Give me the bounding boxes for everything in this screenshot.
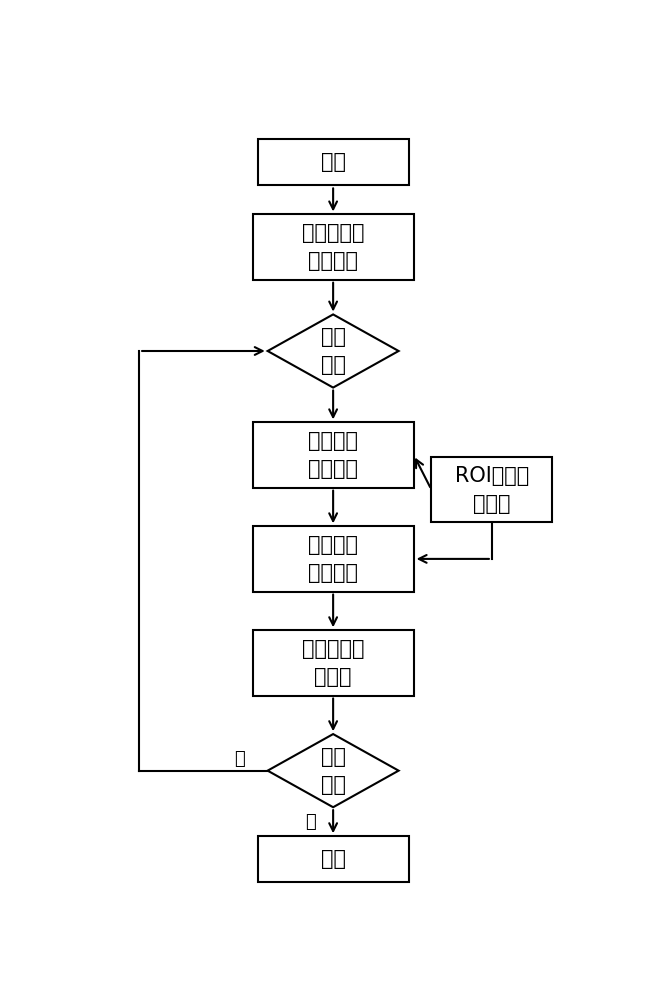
Bar — [252, 214, 413, 280]
Text: 启动自适应
巡航功能: 启动自适应 巡航功能 — [302, 223, 365, 271]
Text: 目标运动
姿态感知: 目标运动 姿态感知 — [308, 431, 358, 479]
Text: 否: 否 — [235, 750, 245, 768]
Text: 锁定
目标: 锁定 目标 — [320, 327, 346, 375]
Text: 判断
阈値: 判断 阈値 — [320, 747, 346, 795]
Text: 是: 是 — [305, 813, 316, 831]
Bar — [252, 630, 413, 696]
Bar — [252, 526, 413, 592]
Text: 横摩角速度
的估算: 横摩角速度 的估算 — [302, 639, 365, 687]
Text: 前方弯道
曲率估算: 前方弯道 曲率估算 — [308, 535, 358, 583]
Polygon shape — [268, 314, 398, 388]
Bar — [257, 836, 409, 882]
Bar — [432, 457, 552, 522]
Text: 开始: 开始 — [320, 152, 346, 172]
Bar — [257, 139, 409, 185]
Text: ROI扇区偏
转补偿: ROI扇区偏 转补偿 — [455, 466, 529, 514]
Text: 退出: 退出 — [320, 849, 346, 869]
Polygon shape — [268, 734, 398, 807]
Bar — [252, 422, 413, 488]
